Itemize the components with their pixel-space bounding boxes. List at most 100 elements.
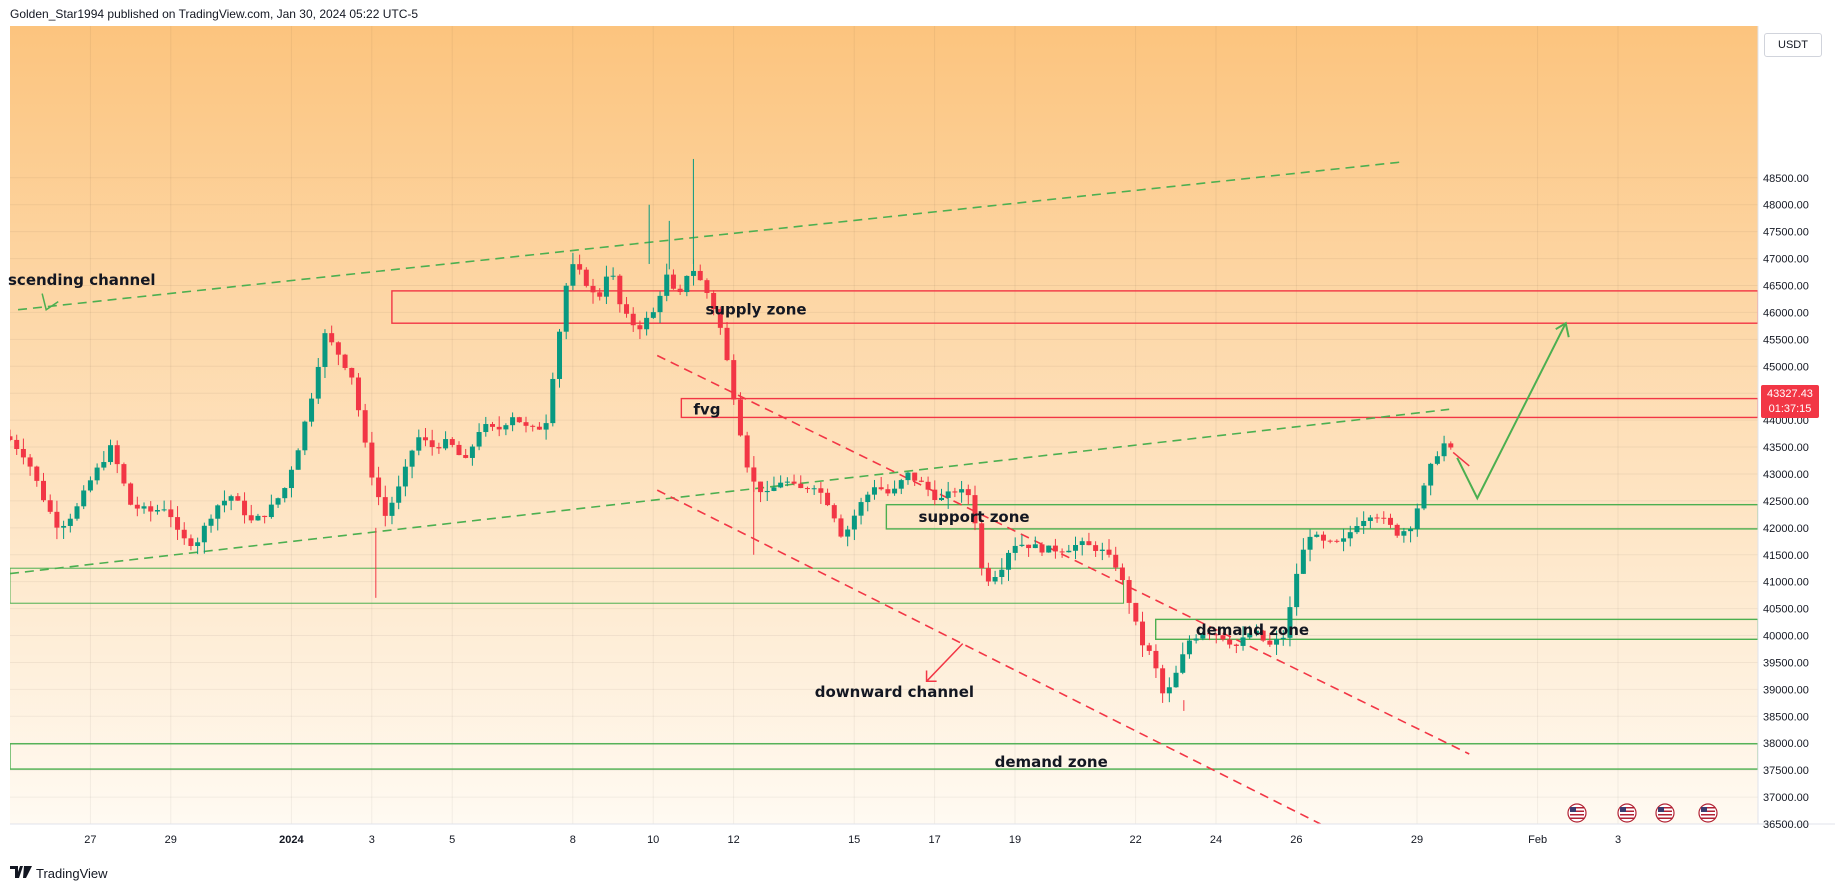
time-axis[interactable]: 27 29 2024 3 5 8 10 12 15 17 19 22 24 26 29 Feb 3: [84, 834, 1621, 846]
candle-body: [784, 481, 790, 483]
candle-body: [751, 467, 757, 482]
candle-body: [798, 483, 804, 489]
projection-layer: [41, 293, 1570, 683]
projection-arrowhead: [1555, 321, 1570, 338]
candle-body: [1300, 549, 1306, 574]
candle-body: [27, 457, 33, 467]
candle-body: [228, 496, 234, 501]
price-tick-label: 36500.00: [1763, 819, 1809, 831]
time-tick-label: 10: [647, 834, 659, 846]
candle-body: [288, 469, 294, 489]
flag-circle: [1698, 803, 1718, 823]
candle-body: [724, 327, 730, 361]
zone-box: [885, 503, 1758, 530]
time-tick-label: 2024: [279, 834, 304, 846]
candle-body: [14, 439, 20, 449]
candle-body: [81, 490, 87, 507]
price-tick-label: 39500.00: [1763, 657, 1809, 669]
candle-body: [369, 442, 375, 478]
candle-body: [811, 488, 817, 490]
candle-body: [275, 498, 281, 505]
candle-body: [1233, 644, 1239, 646]
candle-body: [382, 497, 388, 516]
candle-body: [1207, 633, 1213, 635]
plot-background: [10, 26, 1758, 824]
tradingview-brand[interactable]: TradingView: [10, 866, 108, 881]
candle-body: [1046, 545, 1052, 553]
annotation-label: demand zone: [1196, 621, 1309, 639]
candle-body: [1119, 567, 1125, 581]
candle-body: [885, 489, 891, 494]
candle-body: [282, 488, 288, 499]
candle-body: [489, 424, 495, 427]
candle-body: [838, 518, 844, 537]
candle-body: [851, 515, 857, 530]
candle-body: [342, 354, 348, 368]
candle-body: [349, 367, 355, 378]
candle-body: [1448, 443, 1454, 448]
time-tick-label: 17: [928, 834, 940, 846]
time-tick-label: 15: [848, 834, 860, 846]
candle-body: [87, 480, 93, 491]
price-tick-label: 38000.00: [1763, 738, 1809, 750]
flag-stripe: [1658, 807, 1672, 809]
us-flag-icon: [1698, 803, 1718, 823]
flag-circle: [1617, 803, 1637, 823]
time-tick-label: Feb: [1528, 834, 1547, 846]
candle-body: [1240, 637, 1246, 646]
candle-body: [402, 466, 408, 487]
candle-body: [463, 455, 469, 458]
price-tick-label: 46000.00: [1763, 307, 1809, 319]
candle-body: [248, 515, 254, 521]
candle-body: [362, 410, 368, 443]
candle-body: [409, 450, 415, 467]
candle-body: [1146, 645, 1152, 651]
price-tick-label: 41000.00: [1763, 577, 1809, 589]
candle-body: [999, 569, 1005, 578]
candle-body: [154, 510, 160, 512]
candle-body: [550, 378, 556, 424]
candle-body: [329, 333, 335, 343]
candle-body: [557, 331, 563, 379]
candle-body: [1408, 529, 1414, 532]
candle-body: [483, 424, 489, 433]
candle-body: [262, 515, 268, 518]
currency-badge[interactable]: USDT: [1764, 33, 1822, 57]
candle-body: [503, 425, 509, 430]
price-tick-label: 42500.00: [1763, 496, 1809, 508]
candle-body: [717, 309, 723, 328]
flag-stripe: [1658, 810, 1672, 812]
candle-body: [670, 274, 676, 289]
candle-body: [1347, 532, 1353, 539]
candle-body: [972, 495, 978, 524]
candle-body: [1019, 544, 1025, 546]
candle-body: [1307, 536, 1313, 550]
candle-body: [1367, 517, 1373, 521]
candle-body: [711, 292, 717, 310]
candle-body: [47, 500, 53, 512]
flag-stripe: [1658, 814, 1672, 816]
price-tick-label: 43000.00: [1763, 469, 1809, 481]
candle-body: [1220, 635, 1226, 640]
candle-body: [1267, 640, 1273, 645]
time-tick-label: 3: [1615, 834, 1621, 846]
candle-body: [1314, 534, 1320, 537]
flag-canton: [1570, 807, 1576, 812]
candle-body: [1005, 552, 1011, 570]
candle-body: [590, 285, 596, 293]
candle-body: [1079, 541, 1085, 545]
candle-body: [959, 489, 965, 493]
candle-body: [1247, 633, 1253, 638]
price-axis[interactable]: 36500.00 37000.00 37500.00 38000.00 38500.00…: [1763, 173, 1809, 831]
candle-body: [1126, 580, 1132, 603]
last-price-badge: 43327.43 01:37:15: [1761, 385, 1819, 418]
candle-body: [1140, 621, 1146, 646]
candle-body: [67, 518, 73, 526]
candle-body: [469, 446, 475, 458]
candle-body: [1421, 485, 1427, 509]
candle-body: [858, 502, 864, 516]
candle-body: [657, 295, 663, 313]
ascending-channel-upper: [17, 160, 1406, 311]
price-tick-label: 47500.00: [1763, 227, 1809, 239]
